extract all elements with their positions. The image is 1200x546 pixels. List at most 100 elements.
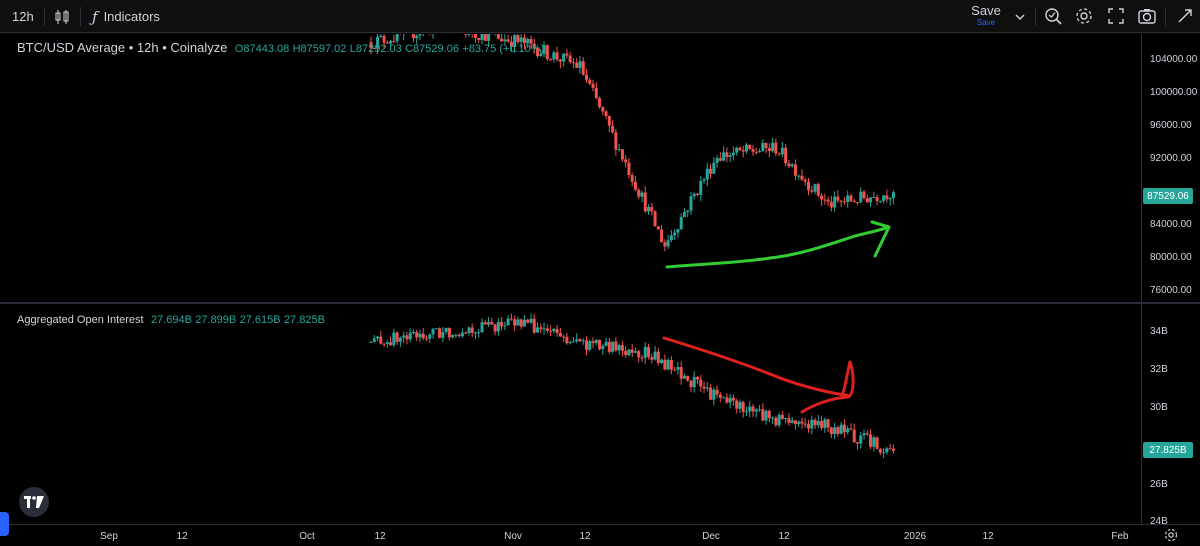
candle-body	[392, 332, 396, 346]
candle-body	[862, 433, 866, 436]
candle-body	[744, 411, 748, 413]
candle-body	[738, 402, 742, 409]
candle-body	[784, 147, 788, 164]
candle-body	[823, 419, 827, 428]
candle-body	[571, 341, 575, 343]
candle-body	[679, 367, 683, 379]
candle-body	[829, 201, 833, 208]
candle-body	[552, 328, 556, 332]
gear-icon[interactable]	[1074, 6, 1094, 26]
candle-body	[441, 332, 445, 338]
candle-body	[464, 332, 468, 334]
candle-body	[398, 337, 402, 342]
indicators-button[interactable]: ƒ Indicators	[92, 0, 160, 33]
candle-body	[630, 175, 634, 182]
save-button[interactable]: Save Save	[970, 4, 1002, 28]
left-panel-toggle[interactable]	[0, 512, 9, 536]
candle-body	[761, 409, 765, 421]
candle-body	[823, 199, 827, 201]
candle-body	[447, 327, 451, 338]
candle-body	[617, 149, 621, 151]
candle-body	[803, 179, 807, 182]
candles-chart-type-button[interactable]	[53, 0, 71, 33]
candle-body	[663, 359, 667, 370]
candle-body	[718, 158, 722, 161]
candle-body	[526, 319, 530, 323]
candle-body	[513, 35, 517, 48]
candle-body	[855, 442, 859, 444]
candle-body	[643, 192, 647, 212]
candle-body	[777, 414, 781, 426]
open-interest-pane[interactable]: Aggregated Open Interest 27.694B 27.899B…	[0, 304, 1141, 524]
interval-label: 12h	[12, 9, 34, 24]
candle-body	[647, 346, 651, 358]
candle-body	[839, 424, 843, 434]
candle-body	[611, 125, 615, 133]
quick-search-icon[interactable]	[1043, 6, 1063, 26]
candle-body	[702, 179, 706, 181]
fullscreen-icon[interactable]	[1106, 6, 1126, 26]
price-axis-tick: 76000.00	[1150, 285, 1192, 296]
candle-body	[741, 402, 745, 412]
candle-body	[836, 196, 840, 201]
candle-body	[490, 321, 494, 325]
price-axis-tick: 80000.00	[1150, 252, 1192, 263]
candle-body	[859, 435, 863, 444]
price-candles[interactable]	[0, 34, 1141, 302]
camera-icon[interactable]	[1137, 6, 1157, 26]
candle-body	[813, 184, 817, 192]
candle-body	[372, 338, 376, 342]
candle-body	[503, 39, 507, 42]
candle-body	[673, 369, 677, 371]
candle-body	[797, 175, 801, 177]
candle-body	[565, 53, 569, 56]
price-pane[interactable]: BTC/USD Average • 12h • Coinalyze O87443…	[0, 34, 1141, 302]
candle-body	[385, 42, 389, 44]
candle-body	[516, 35, 520, 42]
collapse-arrows-icon[interactable]	[1175, 6, 1195, 26]
candle-body	[767, 147, 771, 151]
open-interest-candles[interactable]	[0, 304, 1141, 524]
candle-body	[715, 158, 719, 163]
candle-body	[780, 414, 784, 419]
oi-title[interactable]: Aggregated Open Interest	[17, 314, 144, 326]
candle-body	[473, 332, 477, 334]
candle-body	[647, 206, 651, 212]
candle-body	[777, 153, 781, 155]
candle-body	[891, 448, 895, 451]
toolbar-divider	[1035, 7, 1036, 26]
candle-body	[787, 163, 791, 167]
price-axis-tick: 100000.00	[1150, 87, 1198, 98]
candle-body	[807, 181, 811, 191]
interval-button[interactable]: 12h	[12, 0, 34, 33]
candle-body	[813, 419, 817, 426]
chart-area[interactable]: BTC/USD Average • 12h • Coinalyze O87443…	[0, 34, 1200, 546]
candle-body	[532, 318, 536, 333]
candle-body	[885, 448, 889, 453]
candle-body	[709, 387, 713, 400]
chart-settings-icon[interactable]	[1163, 527, 1179, 543]
candle-body	[545, 45, 549, 60]
candle-body	[682, 212, 686, 217]
chevron-down-icon[interactable]	[1012, 9, 1028, 25]
green-arrow-annotation	[665, 220, 891, 269]
candle-body	[571, 62, 575, 64]
candle-body	[722, 397, 726, 399]
oi-value-2: 27.899B	[195, 314, 237, 326]
symbol-title[interactable]: BTC/USD Average • 12h • Coinalyze	[17, 40, 228, 55]
candle-body	[529, 318, 533, 323]
time-axis[interactable]: Sep 12 Oct 12 Nov 12 Dec 12 2026 12 Feb	[0, 524, 1200, 546]
candle-body	[741, 150, 745, 152]
pane-separator[interactable]	[0, 302, 1200, 304]
candle-body	[594, 87, 598, 99]
candle-body	[862, 191, 866, 198]
candle-body	[483, 322, 487, 325]
candle-body	[758, 409, 762, 411]
candle-body	[826, 199, 830, 202]
candle-body	[516, 319, 520, 326]
candle-body	[784, 418, 788, 420]
candle-body	[425, 338, 429, 340]
toolbar-divider	[80, 7, 81, 26]
tradingview-logo[interactable]	[19, 487, 49, 517]
candle-body	[800, 421, 804, 424]
